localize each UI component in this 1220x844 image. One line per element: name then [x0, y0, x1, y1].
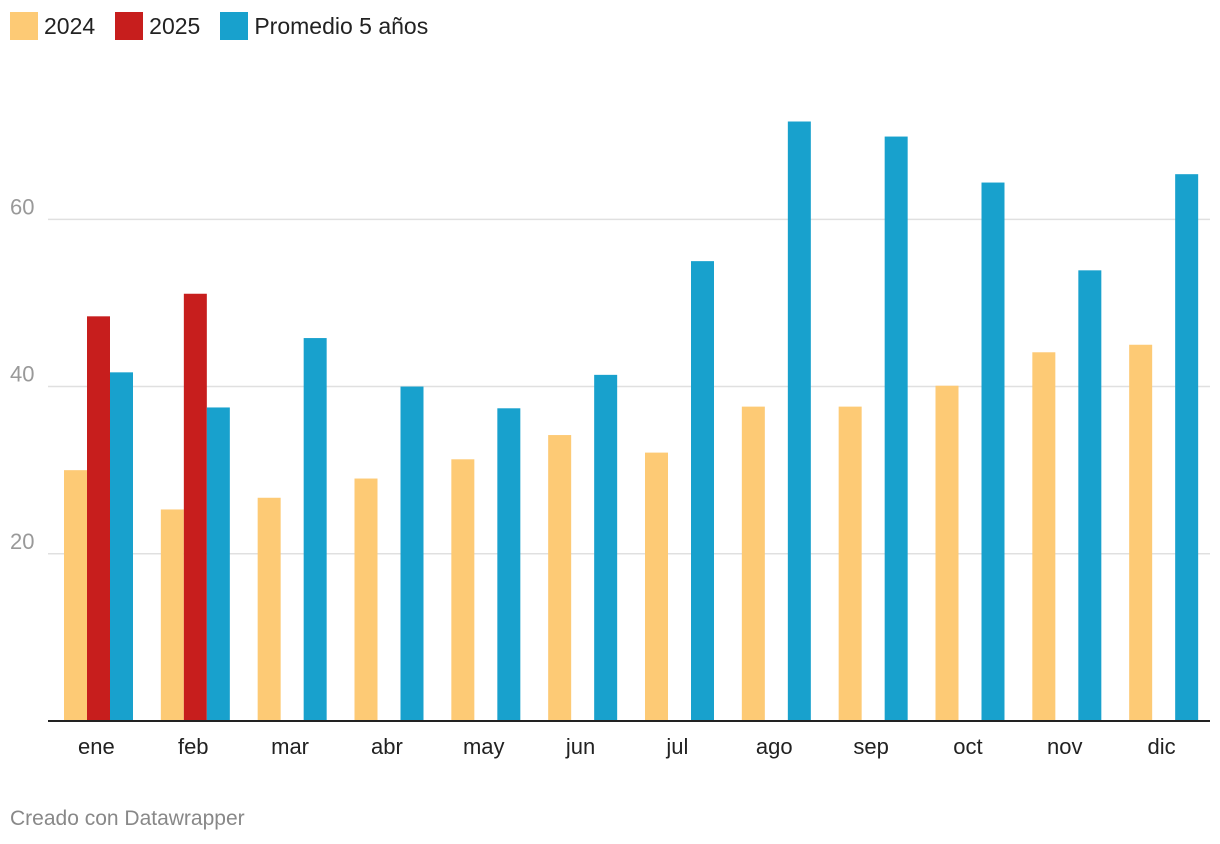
x-tick-label: sep	[853, 734, 888, 759]
x-tick-label: nov	[1047, 734, 1082, 759]
bar-may-promedio-5-años	[497, 408, 521, 721]
bar-abr-promedio-5-años	[400, 386, 424, 721]
x-tick-label: mar	[271, 734, 309, 759]
bar-oct-promedio-5-años	[981, 182, 1005, 722]
bar-ene-promedio-5-años	[110, 372, 133, 721]
y-tick-label: 40	[10, 362, 34, 387]
bar-mar-2024	[257, 497, 281, 721]
x-tick-label: ene	[78, 734, 115, 759]
legend-label: 2024	[44, 12, 96, 39]
footer-credit: Creado con Datawrapper	[10, 807, 245, 830]
bar-feb-2025	[183, 293, 207, 721]
legend-swatch	[115, 12, 144, 40]
bar-nov-2024	[1032, 352, 1056, 721]
legend-item: 2024	[10, 12, 95, 40]
bars	[64, 121, 1199, 722]
bar-jul-2024	[645, 452, 668, 721]
legend-swatch	[10, 12, 38, 40]
y-tick-label: 20	[10, 529, 34, 554]
y-tick-label: 60	[10, 194, 34, 219]
bar-ene-2025	[87, 316, 110, 721]
bar-sep-promedio-5-años	[884, 136, 908, 721]
x-tick-label: jul	[665, 734, 688, 759]
bar-jun-2024	[548, 435, 572, 721]
x-tick-label: dic	[1148, 734, 1176, 759]
bar-jun-promedio-5-años	[594, 374, 618, 721]
bar-ago-promedio-5-años	[787, 121, 811, 722]
bar-ene-2024	[64, 470, 87, 721]
bar-feb-2024	[160, 509, 184, 721]
x-tick-label: jun	[565, 734, 595, 759]
bar-dic-promedio-5-años	[1175, 174, 1199, 721]
x-tick-label: oct	[953, 734, 982, 759]
bar-dic-2024	[1129, 344, 1153, 721]
bar-sep-2024	[838, 406, 862, 721]
x-tick-label: feb	[178, 734, 209, 759]
legend-label: Promedio 5 años	[254, 12, 429, 39]
legend-swatch	[220, 12, 249, 40]
x-tick-label: ago	[756, 734, 793, 759]
bar-mar-promedio-5-años	[303, 338, 327, 721]
legend-label: 2025	[149, 12, 201, 39]
bar-feb-promedio-5-años	[206, 407, 230, 721]
gridlines: 20 40 60	[10, 194, 1210, 555]
bar-jul-promedio-5-años	[691, 261, 714, 721]
x-tick-label: abr	[371, 734, 403, 759]
x-tick-label: may	[463, 734, 505, 759]
legend-item: Promedio 5 años	[220, 12, 428, 40]
bar-nov-promedio-5-años	[1078, 270, 1102, 721]
bar-oct-2024	[935, 385, 959, 721]
legend-item: 2025	[115, 12, 200, 40]
legend: 2024 2025 Promedio 5 años	[10, 12, 448, 40]
x-axis-labels: ene feb mar abr may jun jul ago sep oct nov dic	[78, 734, 1176, 759]
bar-ago-2024	[741, 406, 765, 721]
bar-may-2024	[451, 459, 475, 721]
bar-abr-2024	[354, 478, 378, 721]
